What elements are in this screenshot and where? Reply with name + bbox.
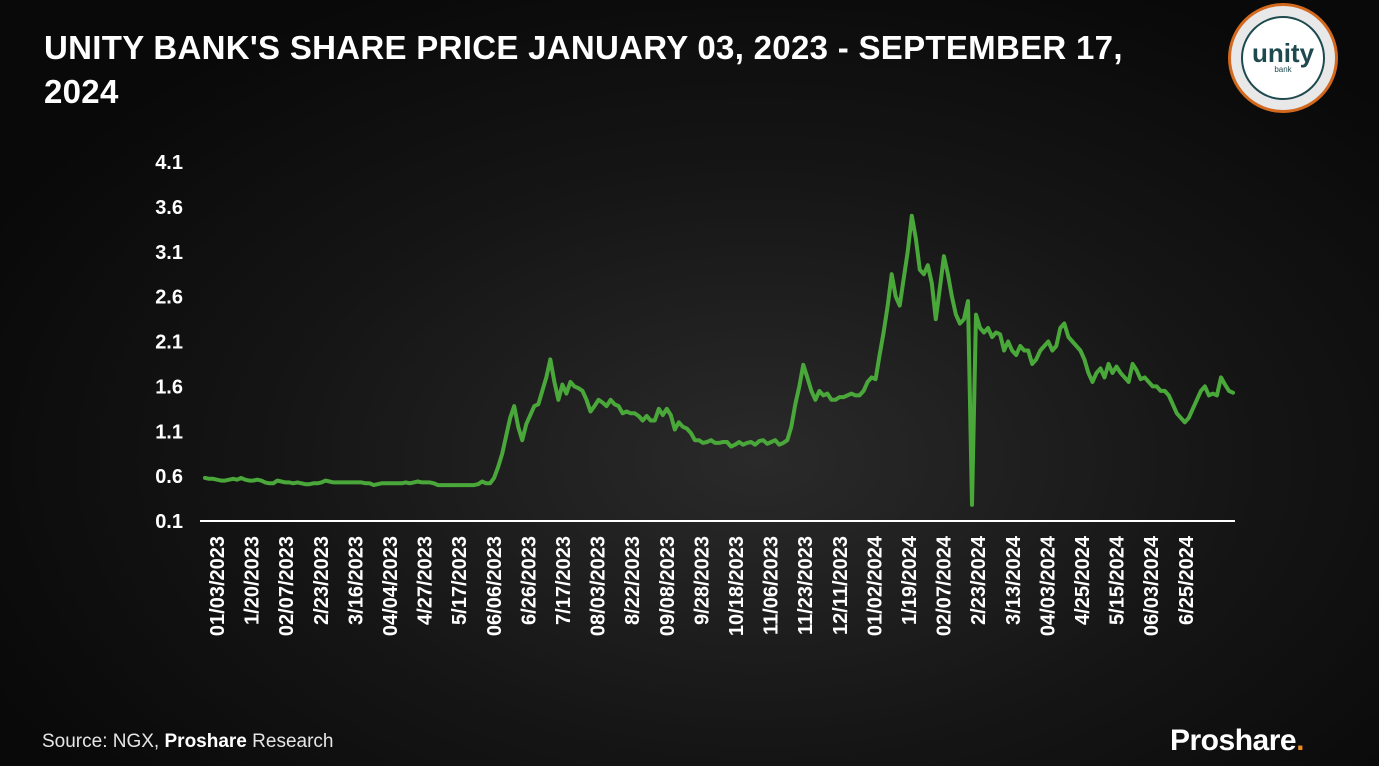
x-axis-ticks: 01/03/2023 1/20/2023 02/07/2023 2/23/2023 3/…: [207, 535, 1198, 636]
logo-word: unity: [1251, 38, 1315, 68]
x-tick-label: 4/25/2024: [1072, 535, 1094, 625]
share-price-line: [203, 213, 1235, 507]
chart-title: UNITY BANK'S SHARE PRICE JANUARY 03, 202…: [44, 29, 1123, 110]
y-tick-label: 4.1: [155, 152, 183, 174]
unity-bank-logo: unity bank: [1228, 3, 1338, 113]
x-tick-label: 08/03/2023: [588, 536, 610, 636]
source-bold: Proshare: [164, 731, 247, 752]
brand-name: Proshare: [1170, 724, 1297, 757]
x-tick-label: 01/02/2024: [864, 535, 886, 636]
y-tick-label: 2.6: [155, 287, 183, 309]
logo-sub: bank: [1274, 65, 1292, 74]
x-tick-label: 3/13/2024: [1003, 535, 1025, 625]
x-tick-label: 12/11/2023: [830, 536, 852, 635]
x-tick-label: 5/15/2024: [1107, 535, 1129, 625]
x-tick-label: 11/06/2023: [761, 536, 783, 635]
x-tick-label: 04/04/2023: [380, 536, 402, 636]
x-tick-label: 02/07/2023: [276, 536, 298, 636]
y-tick-label: 1.6: [155, 376, 183, 398]
x-tick-label: 9/28/2023: [691, 536, 713, 625]
x-tick-label: 1/19/2024: [899, 535, 921, 625]
y-tick-label: 3.1: [155, 242, 183, 264]
x-tick-label: 01/03/2023: [207, 536, 229, 636]
x-tick-label: 02/07/2024: [934, 535, 956, 636]
x-tick-label: 06/03/2024: [1141, 535, 1163, 636]
source-note: Source: NGX, Proshare Research: [42, 731, 333, 753]
x-tick-label: 09/08/2023: [657, 536, 679, 636]
x-tick-label: 6/25/2024: [1176, 535, 1198, 625]
x-tick-label: 7/17/2023: [553, 536, 575, 625]
x-tick-label: 06/06/2023: [484, 536, 506, 636]
brand-dot: .: [1296, 724, 1304, 757]
y-tick-label: 0.1: [155, 511, 183, 533]
proshare-logo: Proshare.: [1170, 724, 1304, 758]
x-tick-label: 8/22/2023: [622, 536, 644, 625]
x-tick-label: 04/03/2024: [1037, 535, 1059, 636]
x-tick-label: 10/18/2023: [726, 536, 748, 636]
x-tick-label: 5/17/2023: [449, 536, 471, 625]
y-tick-label: 2.1: [155, 332, 183, 354]
x-tick-label: 4/27/2023: [415, 536, 437, 625]
y-axis-ticks: 4.1 3.6 3.1 2.6 2.1 1.6 1.1 0.6 0.1: [155, 152, 183, 533]
y-tick-label: 1.1: [155, 421, 183, 443]
source-prefix: Source: NGX,: [42, 731, 165, 752]
x-tick-label: 1/20/2023: [242, 536, 264, 625]
logo-badge: unity bank: [1241, 16, 1325, 100]
source-suffix: Research: [246, 731, 334, 752]
x-tick-label: 11/23/2023: [795, 536, 817, 635]
x-tick-label: 3/16/2023: [345, 536, 367, 625]
x-tick-label: 2/23/2023: [311, 536, 333, 625]
x-tick-label: 2/23/2024: [968, 535, 990, 625]
y-tick-label: 3.6: [155, 197, 183, 219]
x-tick-label: 6/26/2023: [518, 536, 540, 625]
y-tick-label: 0.6: [155, 466, 183, 488]
